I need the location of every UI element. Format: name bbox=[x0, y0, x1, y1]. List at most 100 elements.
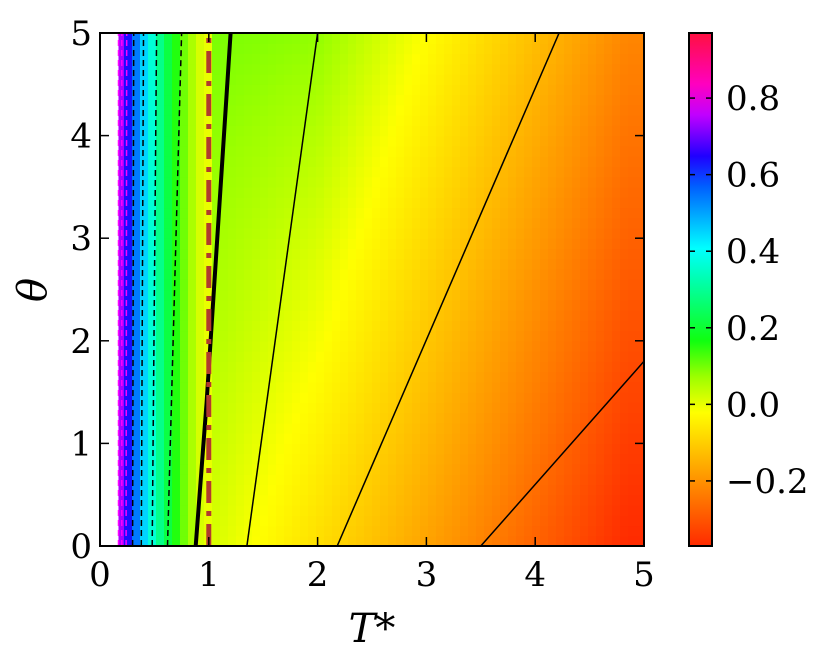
heatmap-cell bbox=[228, 125, 237, 137]
heatmap-cell bbox=[540, 463, 549, 475]
heatmap-cell bbox=[324, 515, 333, 527]
heatmap-cell bbox=[476, 443, 485, 455]
heatmap-cell bbox=[468, 515, 477, 527]
heatmap-cell bbox=[476, 504, 485, 516]
heatmap-cell bbox=[348, 392, 357, 403]
heatmap-cell bbox=[348, 43, 357, 55]
heatmap-cell bbox=[228, 53, 237, 65]
heatmap-cell bbox=[460, 166, 469, 178]
heatmap-cell bbox=[260, 166, 269, 178]
heatmap-cell bbox=[164, 94, 173, 106]
heatmap-cell bbox=[276, 94, 285, 106]
heatmap-cell bbox=[292, 156, 301, 167]
heatmap-cell bbox=[180, 299, 189, 311]
heatmap-cell bbox=[588, 74, 597, 85]
heatmap-cell bbox=[188, 351, 197, 362]
heatmap-cell bbox=[236, 433, 245, 444]
heatmap-cell bbox=[300, 494, 309, 506]
heatmap-cell bbox=[396, 443, 405, 455]
heatmap-cell bbox=[340, 392, 349, 403]
heatmap-cell bbox=[324, 43, 333, 55]
heatmap-cell bbox=[588, 463, 597, 475]
heatmap-cell bbox=[180, 289, 189, 301]
heatmap-cell bbox=[236, 402, 245, 414]
heatmap-cell bbox=[308, 484, 317, 496]
heatmap-cell bbox=[276, 330, 285, 342]
heatmap-cell bbox=[260, 176, 269, 188]
heatmap-cell bbox=[340, 422, 349, 434]
heatmap-cell bbox=[492, 525, 501, 537]
heatmap-cell bbox=[316, 145, 325, 157]
heatmap-cell bbox=[396, 84, 405, 96]
heatmap-cell bbox=[476, 525, 485, 537]
heatmap-cell bbox=[340, 53, 349, 65]
heatmap-cell bbox=[180, 412, 189, 424]
heatmap-cell bbox=[548, 340, 557, 352]
heatmap-cell bbox=[604, 330, 613, 342]
heatmap-cell bbox=[404, 156, 413, 167]
heatmap-cell bbox=[212, 176, 221, 188]
heatmap-cell bbox=[324, 207, 333, 219]
heatmap-cell bbox=[580, 135, 589, 147]
heatmap-cell bbox=[420, 422, 429, 434]
heatmap-cell bbox=[404, 33, 413, 44]
heatmap-cell bbox=[380, 135, 389, 147]
heatmap-cell bbox=[276, 104, 285, 116]
heatmap-cell bbox=[420, 258, 429, 270]
heatmap-cell bbox=[132, 145, 141, 157]
heatmap-cell bbox=[436, 279, 445, 291]
heatmap-cell bbox=[124, 392, 133, 403]
heatmap-cell bbox=[228, 515, 237, 527]
heatmap-cell bbox=[220, 504, 229, 516]
heatmap-cell bbox=[604, 392, 613, 403]
heatmap-cell bbox=[420, 145, 429, 157]
heatmap-cell bbox=[316, 515, 325, 527]
heatmap-cell bbox=[508, 33, 517, 44]
heatmap-cell bbox=[324, 453, 333, 465]
heatmap-cell bbox=[300, 145, 309, 157]
heatmap-cell bbox=[396, 422, 405, 434]
heatmap-cell bbox=[356, 484, 365, 496]
heatmap-cell bbox=[396, 166, 405, 178]
heatmap-cell bbox=[124, 412, 133, 424]
heatmap-cell bbox=[476, 381, 485, 393]
heatmap-cell bbox=[292, 443, 301, 455]
heatmap-cell bbox=[516, 74, 525, 85]
heatmap-cell bbox=[468, 197, 477, 209]
heatmap-cell bbox=[132, 484, 141, 496]
heatmap-cell bbox=[484, 320, 493, 332]
heatmap-cell bbox=[140, 484, 149, 496]
heatmap-cell bbox=[340, 43, 349, 55]
heatmap-cell bbox=[364, 268, 373, 280]
solid-contour bbox=[480, 360, 644, 546]
heatmap-cell bbox=[580, 371, 589, 383]
heatmap-cell bbox=[140, 494, 149, 506]
heatmap-cell bbox=[196, 525, 205, 537]
heatmap-cell bbox=[444, 330, 453, 342]
heatmap-cell bbox=[196, 381, 205, 393]
heatmap-cell bbox=[332, 43, 341, 55]
heatmap-cell bbox=[308, 504, 317, 516]
heatmap-cell bbox=[532, 43, 541, 55]
heatmap-cell bbox=[604, 320, 613, 332]
heatmap-cell bbox=[188, 53, 197, 65]
heatmap-cell bbox=[156, 197, 165, 209]
heatmap-cell bbox=[276, 217, 285, 229]
heatmap-cell bbox=[468, 412, 477, 424]
heatmap-cell bbox=[636, 310, 644, 321]
heatmap-cell bbox=[348, 433, 357, 444]
heatmap-cell bbox=[172, 484, 181, 496]
heatmap-cell bbox=[300, 166, 309, 178]
heatmap-cell bbox=[420, 176, 429, 188]
heatmap-cell bbox=[284, 515, 293, 527]
heatmap-cell bbox=[388, 463, 397, 475]
heatmap-cell bbox=[460, 74, 469, 85]
heatmap-cell bbox=[116, 525, 125, 537]
heatmap-cell bbox=[284, 463, 293, 475]
heatmap-cell bbox=[484, 310, 493, 321]
heatmap-cell bbox=[308, 238, 317, 250]
heatmap-cell bbox=[556, 443, 565, 455]
heatmap-cell bbox=[340, 84, 349, 96]
heatmap-cell bbox=[556, 186, 565, 198]
heatmap-cell bbox=[140, 433, 149, 444]
